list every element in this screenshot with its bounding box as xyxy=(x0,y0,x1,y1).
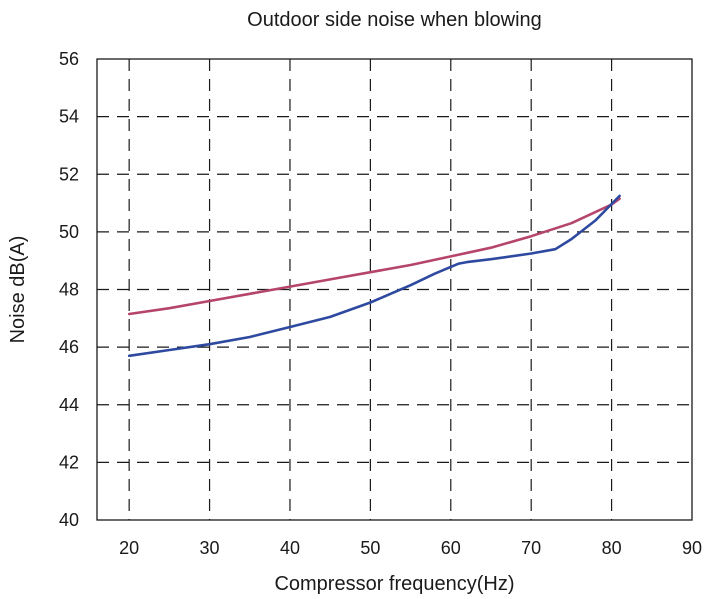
x-tick-label: 60 xyxy=(441,538,461,558)
x-tick-label: 40 xyxy=(280,538,300,558)
y-tick-label: 48 xyxy=(59,280,79,300)
x-tick-label: 50 xyxy=(360,538,380,558)
y-tick-label: 54 xyxy=(59,107,79,127)
y-tick-label: 42 xyxy=(59,452,79,472)
y-tick-label: 56 xyxy=(59,49,79,69)
x-axis-label: Compressor frequency(Hz) xyxy=(274,573,514,595)
y-tick-label: 40 xyxy=(59,510,79,530)
series-line-1 xyxy=(127,197,621,316)
y-tick-labels: 40 42 44 46 48 50 52 54 56 xyxy=(59,49,79,530)
y-tick-label: 44 xyxy=(59,395,79,415)
y-tick-label: 46 xyxy=(59,337,79,357)
x-tick-label: 20 xyxy=(119,538,139,558)
series-lines xyxy=(127,194,621,358)
x-tick-labels: 20 30 40 50 60 70 80 90 xyxy=(119,538,702,558)
chart-title: Outdoor side noise when blowing xyxy=(247,9,542,31)
grid-lines xyxy=(97,59,692,520)
x-tick-label: 70 xyxy=(521,538,541,558)
x-tick-label: 80 xyxy=(602,538,622,558)
x-tick-label: 90 xyxy=(682,538,702,558)
y-tick-label: 52 xyxy=(59,164,79,184)
plot-frame xyxy=(96,58,693,521)
x-tick-label: 30 xyxy=(200,538,220,558)
y-tick-label: 50 xyxy=(59,222,79,242)
series-line-2 xyxy=(127,194,621,358)
y-axis-label: Noise dB(A) xyxy=(7,236,29,344)
